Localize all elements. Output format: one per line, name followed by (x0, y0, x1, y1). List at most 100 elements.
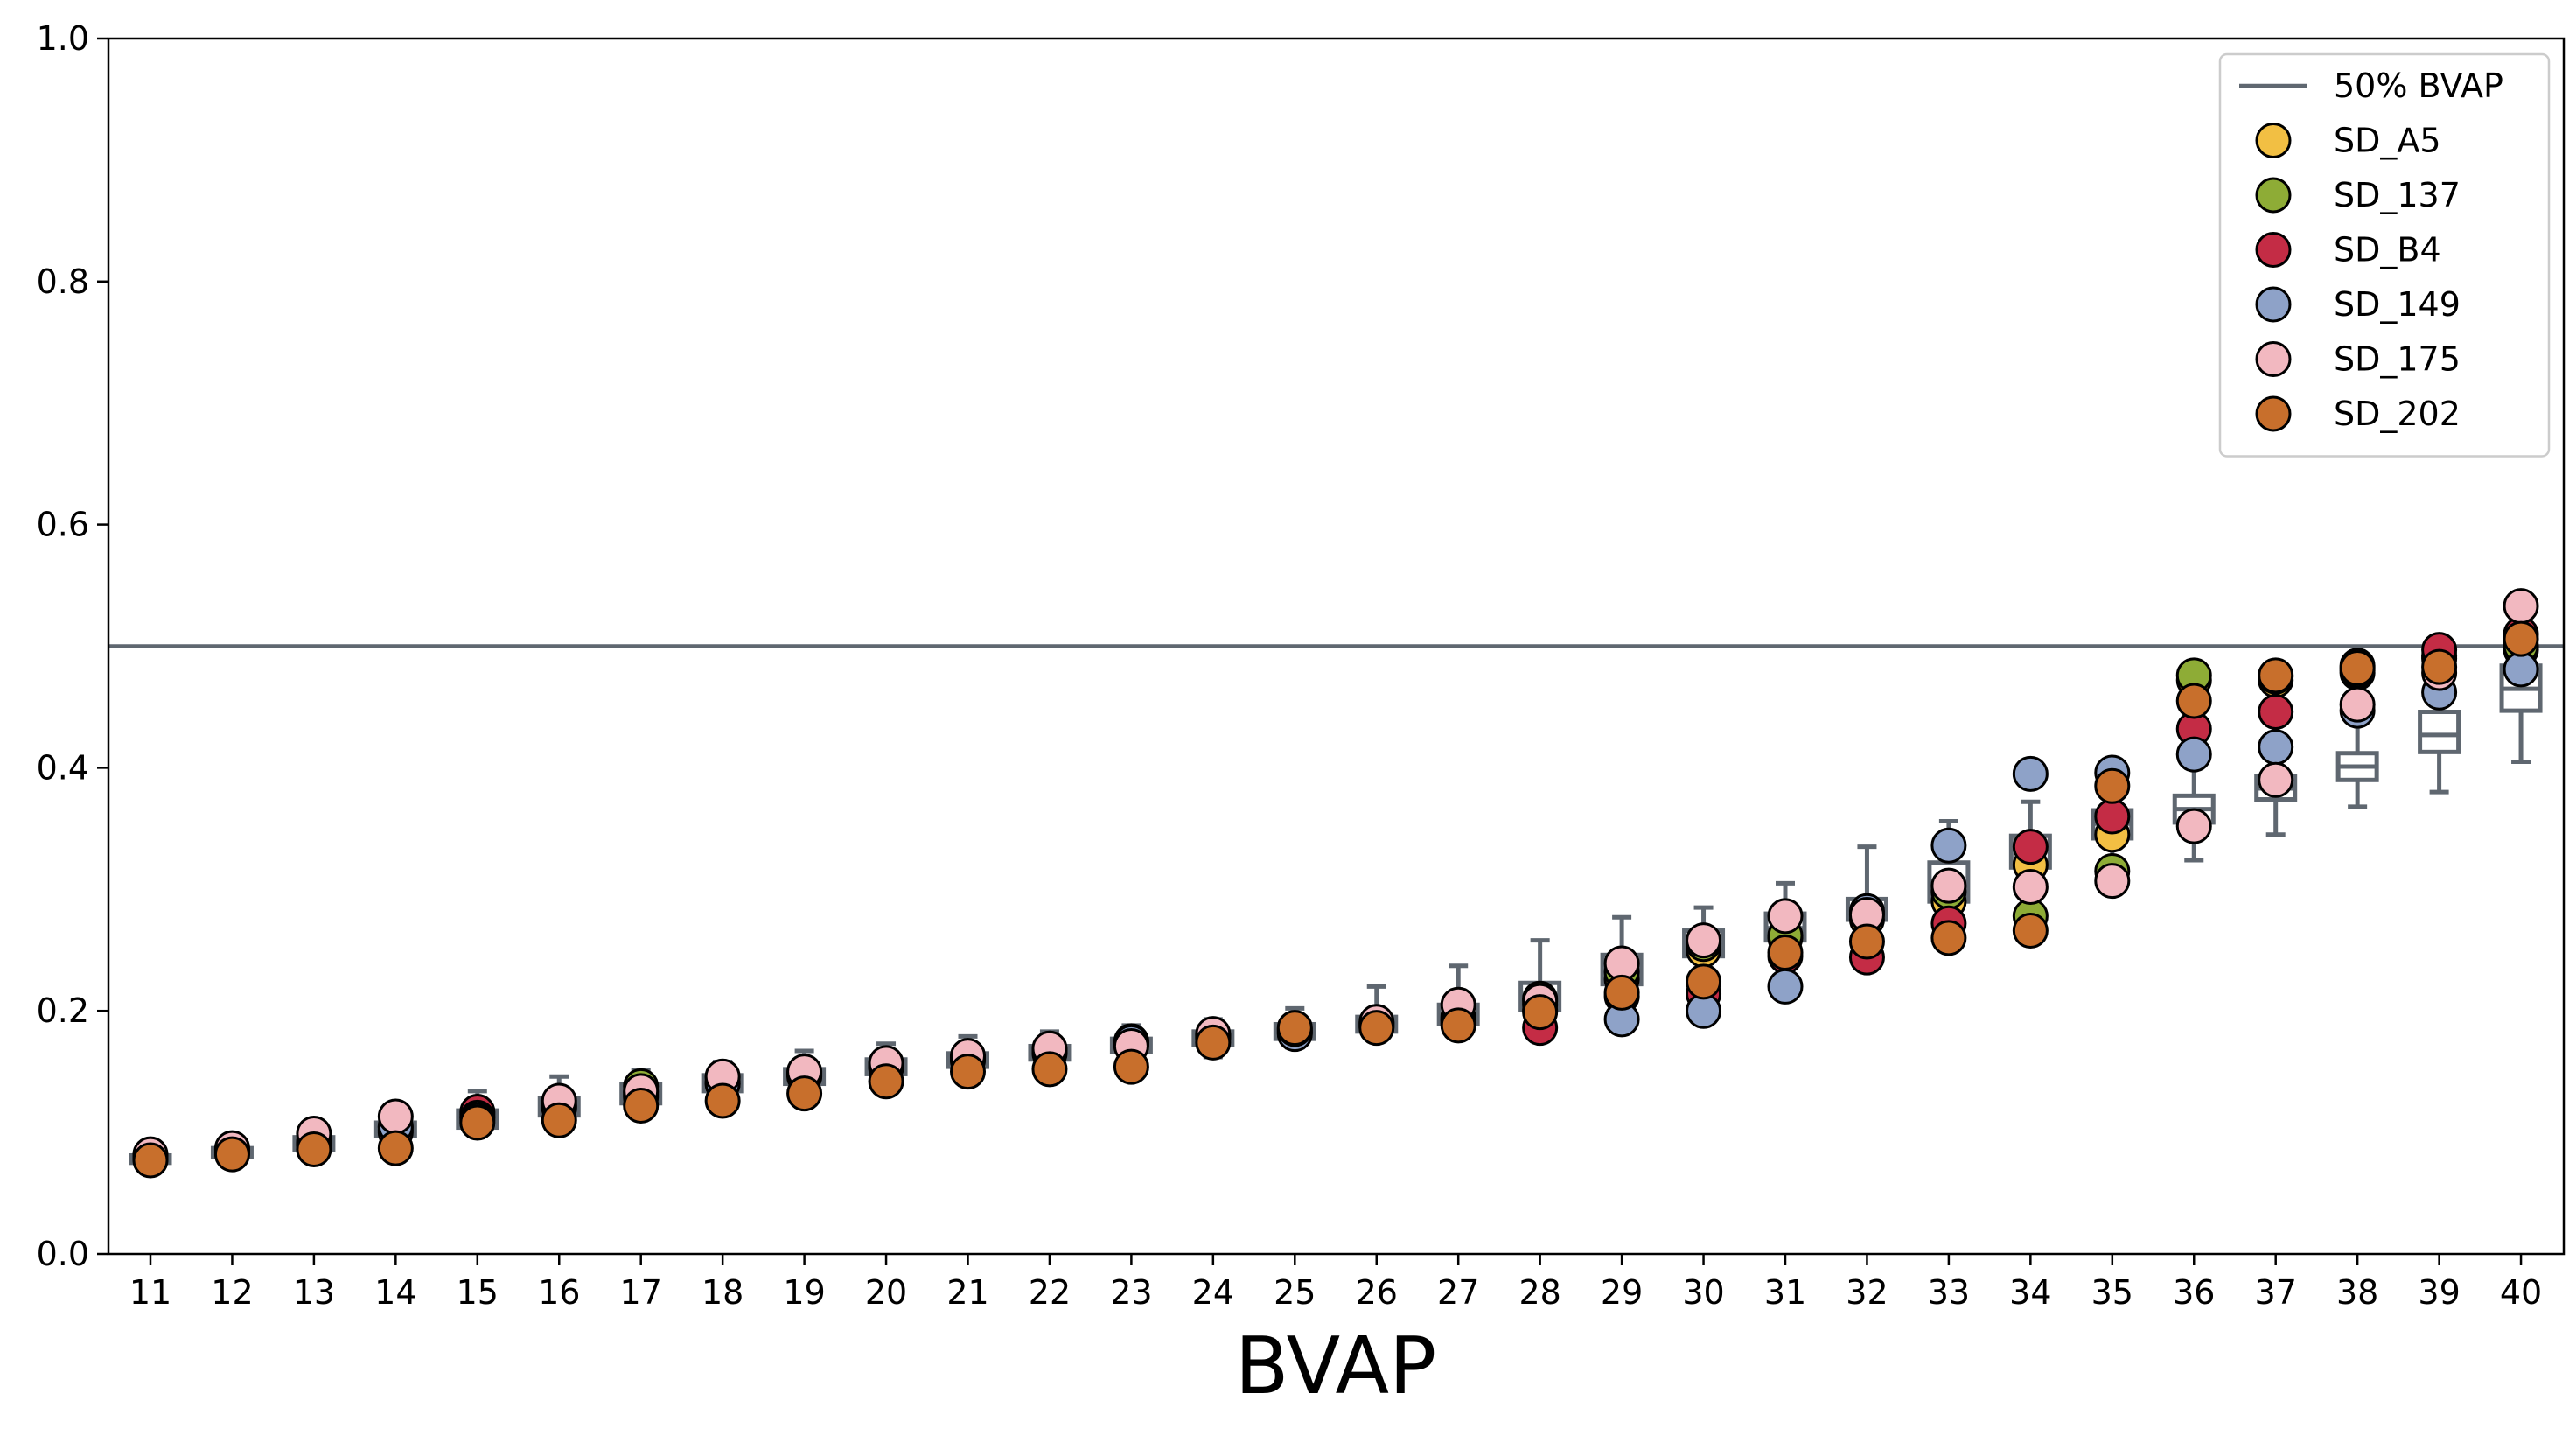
axes-layer: 11 12 13 14 15 16 17 18 19 20 21 22 23 24 25 26 27 28 29 30… (37, 19, 2543, 1312)
x-tick-label: 33 (1928, 1273, 1970, 1312)
data-point (1276, 1010, 1313, 1046)
data-point (2175, 808, 2212, 844)
legend-label: 50% BVAP (2334, 66, 2503, 105)
data-point (1686, 963, 1722, 1000)
data-point (2094, 798, 2131, 835)
data-point (950, 1054, 986, 1090)
x-tick-label: 34 (2009, 1273, 2051, 1312)
data-point (2094, 767, 2131, 804)
x-tick-label: 20 (865, 1273, 907, 1312)
data-point (1603, 974, 1640, 1011)
data-point (2503, 620, 2539, 657)
x-tick-label: 14 (374, 1273, 416, 1312)
x-tick-label: 21 (946, 1273, 988, 1312)
legend-frame (2218, 52, 2551, 458)
data-point (541, 1102, 577, 1138)
series-sd-a5 (132, 632, 2539, 1175)
data-point (2258, 729, 2294, 766)
data-point (1767, 968, 1804, 1004)
data-point (2421, 648, 2458, 685)
x-tick-label: 17 (620, 1273, 662, 1312)
x-tick-label: 38 (2336, 1273, 2378, 1312)
data-point (2258, 761, 2294, 798)
x-tick-label: 16 (538, 1273, 580, 1312)
data-point (1930, 920, 1967, 956)
x-tick-label: 25 (1274, 1273, 1316, 1312)
legend: 50% BVAP SD_A5 SD_137 SD_B4 SD_149 SD_175 SD_2… (2218, 52, 2551, 458)
x-tick-label: 15 (457, 1273, 499, 1312)
x-tick-label: 28 (1518, 1273, 1560, 1312)
data-point (623, 1088, 660, 1124)
data-point (2258, 694, 2294, 731)
data-point (786, 1075, 823, 1112)
data-point (1767, 934, 1804, 971)
legend-marker (2255, 341, 2292, 377)
data-point (2012, 829, 2049, 865)
data-point (868, 1063, 904, 1100)
series-sd-137 (132, 628, 2539, 1173)
y-tick-label: 1.0 (37, 19, 89, 58)
x-tick-label: 11 (129, 1273, 171, 1312)
data-point (1522, 994, 1559, 1031)
x-tick-label: 18 (702, 1273, 743, 1312)
x-tick-label: 27 (1437, 1273, 1479, 1312)
x-tick-label: 26 (1356, 1273, 1398, 1312)
x-tick-label: 31 (1764, 1273, 1806, 1312)
legend-label: SD_202 (2334, 395, 2461, 433)
plot-frame (107, 37, 2566, 1256)
legend-label: SD_149 (2334, 285, 2461, 324)
data-point (704, 1082, 741, 1119)
legend-marker (2255, 286, 2292, 323)
boxplot-box (2418, 710, 2461, 754)
legend-marker (2255, 396, 2292, 432)
legend-label: SD_137 (2334, 176, 2461, 214)
data-point (2012, 913, 2049, 949)
data-point (377, 1098, 414, 1135)
data-point (2503, 588, 2539, 625)
x-tick-label: 13 (293, 1273, 335, 1312)
data-point (132, 1142, 169, 1179)
x-tick-label: 29 (1601, 1273, 1643, 1312)
legend-marker (2255, 122, 2292, 158)
data-point (1113, 1048, 1149, 1085)
legend-label: SD_A5 (2334, 122, 2441, 160)
data-point (1767, 898, 1804, 934)
x-tick-label: 23 (1110, 1273, 1152, 1312)
y-tick-label: 0.2 (37, 991, 89, 1030)
y-tick-label: 0.0 (37, 1235, 89, 1273)
data-point (2339, 686, 2376, 723)
data-point (2012, 869, 2049, 906)
legend-label: SD_B4 (2334, 231, 2441, 270)
legend-marker (2255, 177, 2292, 214)
data-point (1930, 827, 1967, 864)
series-sd-202 (132, 620, 2539, 1179)
data-point (2175, 736, 2212, 773)
x-tick-label: 19 (783, 1273, 825, 1312)
legend-marker (2255, 232, 2292, 268)
data-point (1195, 1024, 1232, 1060)
y-tick-label: 0.4 (37, 748, 89, 787)
data-point (2012, 755, 2049, 792)
data-point (2258, 657, 2294, 694)
x-tick-label: 36 (2173, 1273, 2215, 1312)
data-point (213, 1136, 250, 1172)
data-point (2175, 682, 2212, 719)
data-point (459, 1104, 496, 1141)
data-point (1686, 922, 1722, 959)
data-point (1031, 1051, 1068, 1088)
x-tick-label: 40 (2500, 1273, 2542, 1312)
x-tick-label: 12 (211, 1273, 253, 1312)
points-layer (132, 588, 2539, 1179)
data-point (377, 1130, 414, 1166)
y-tick-label: 0.8 (37, 262, 89, 301)
data-point (2094, 863, 2131, 900)
frame-layer (107, 37, 2566, 1256)
x-tick-label: 32 (1846, 1273, 1888, 1312)
x-tick-label: 35 (2091, 1273, 2133, 1312)
data-point (1848, 923, 1885, 960)
x-tick-label: 24 (1192, 1273, 1234, 1312)
data-point (296, 1131, 332, 1168)
data-point (2339, 650, 2376, 687)
x-tick-label: 39 (2418, 1273, 2460, 1312)
